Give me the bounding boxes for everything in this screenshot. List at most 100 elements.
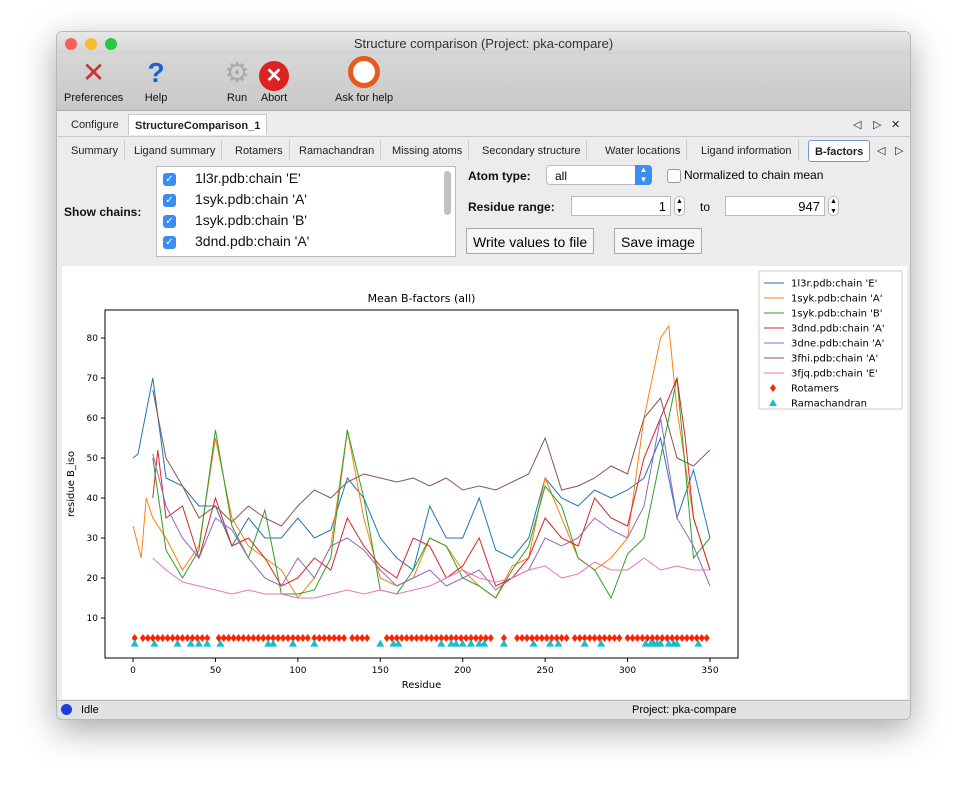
help-button[interactable]: ? Help — [139, 56, 173, 104]
y-tick-label: 60 — [87, 414, 99, 424]
rotamer-marker — [326, 634, 333, 642]
x-tick-label: 300 — [619, 666, 636, 676]
rotamer-marker — [131, 634, 138, 642]
x-tick-label: 100 — [289, 666, 306, 676]
chain-item[interactable]: ✓ 1syk.pdb:chain 'B' — [163, 210, 307, 230]
rotamer-marker — [467, 634, 474, 642]
help-label: Help — [144, 92, 168, 104]
chain-list[interactable]: ✓ 1l3r.pdb:chain 'E' ✓ 1syk.pdb:chain 'A' … — [156, 166, 456, 257]
rotamer-marker — [418, 634, 425, 642]
tab-summary[interactable]: Summary — [65, 140, 126, 160]
abort-label: Abort — [260, 92, 288, 104]
checkbox-checked-icon[interactable]: ✓ — [163, 193, 176, 207]
range-from-stepper[interactable]: ▲ ▼ — [674, 196, 685, 216]
run-button[interactable]: ⚙ Run — [220, 56, 254, 104]
legend-label: 3dnd.pdb:chain 'A' — [791, 324, 885, 335]
rotamer-marker — [383, 634, 390, 642]
rotamer-marker — [616, 634, 623, 642]
rotamer-marker — [472, 634, 479, 642]
tab-ligand-information[interactable]: Ligand information — [695, 140, 799, 160]
rotamer-marker — [294, 634, 301, 642]
rotamer-marker — [403, 634, 410, 642]
tab-ligand-summary[interactable]: Ligand summary — [128, 140, 223, 160]
ramachandran-marker — [597, 639, 606, 647]
series-line — [152, 377, 711, 600]
checkbox-checked-icon[interactable]: ✓ — [163, 214, 176, 228]
chain-list-scrollbar[interactable] — [444, 171, 451, 215]
normalized-checkbox[interactable] — [667, 169, 681, 183]
tab-water-locations[interactable]: Water locations — [599, 140, 688, 160]
rotamer-marker — [204, 634, 211, 642]
legend-marker — [770, 384, 776, 392]
chain-item[interactable]: ✓ 1l3r.pdb:chain 'E' — [163, 168, 301, 188]
checkbox-checked-icon[interactable]: ✓ — [163, 235, 176, 249]
ramachandran-marker — [437, 639, 446, 647]
rotamer-marker — [500, 634, 507, 642]
ramachandran-marker — [694, 639, 703, 647]
ramachandran-marker — [288, 639, 297, 647]
normalized-label: Normalized to chain mean — [684, 168, 824, 182]
ramachandran-marker — [480, 639, 489, 647]
ask-for-help-label: Ask for help — [335, 92, 394, 104]
chain-item[interactable]: ✓ 1syk.pdb:chain 'A' — [163, 189, 307, 209]
abort-button[interactable]: ✕ Abort — [257, 56, 291, 104]
rotamer-marker — [235, 634, 242, 642]
write-values-button[interactable]: Write values to file — [466, 228, 595, 254]
tab-rotamers[interactable]: Rotamers — [229, 140, 290, 160]
rotamer-marker — [443, 634, 450, 642]
tab-b-factors[interactable]: B-factors — [808, 140, 871, 162]
ramachandran-marker — [466, 639, 475, 647]
rotamer-marker — [438, 634, 445, 642]
rotamer-marker — [408, 634, 415, 642]
rotamer-marker — [139, 634, 146, 642]
rotamer-marker — [179, 634, 186, 642]
close-window-button[interactable] — [65, 38, 77, 50]
atom-type-value: all — [555, 169, 568, 183]
x-tick-label: 350 — [701, 666, 718, 676]
top-tab-bar: Configure StructureComparison_1 ◁ ▷ ✕ — [57, 114, 910, 137]
range-to-stepper[interactable]: ▲ ▼ — [828, 196, 839, 216]
chain-label: 3dnd.pdb:chain 'A' — [195, 233, 310, 249]
save-image-button[interactable]: Save image — [614, 228, 702, 254]
x-tick-label: 0 — [130, 666, 136, 676]
x-tick-label: 200 — [454, 666, 471, 676]
tab-scroll-left-icon[interactable]: ◁ — [853, 119, 862, 131]
tab-scroll-right-icon[interactable]: ▷ — [873, 119, 882, 131]
rotamer-marker — [563, 634, 570, 642]
ask-for-help-button[interactable]: Ask for help — [335, 56, 393, 104]
rotamer-marker — [524, 634, 530, 642]
tab-secondary-structure[interactable]: Secondary structure — [476, 140, 588, 160]
subtab-scroll-left-icon[interactable]: ◁ — [877, 145, 886, 157]
tools-icon: ✕ — [81, 57, 106, 88]
atom-type-select[interactable]: all ▲ ▼ — [546, 165, 652, 185]
x-tick-label: 50 — [210, 666, 222, 676]
lifebuoy-icon — [347, 56, 381, 90]
legend-label: 3fhi.pdb:chain 'A' — [791, 354, 878, 365]
residue-range-label: Residue range: — [468, 200, 555, 214]
stop-icon: ✕ — [257, 56, 291, 91]
preferences-button[interactable]: ✕ Preferences — [64, 56, 123, 104]
ramachandran-marker — [186, 639, 195, 647]
ramachandran-marker — [554, 639, 563, 647]
tab-ramachandran[interactable]: Ramachandran — [293, 140, 382, 160]
tab-structurecomparison[interactable]: StructureComparison_1 — [128, 114, 268, 135]
zoom-window-button[interactable] — [105, 38, 117, 50]
range-from-input[interactable]: 1 — [571, 196, 671, 216]
minimize-window-button[interactable] — [85, 38, 97, 50]
checkbox-checked-icon[interactable]: ✓ — [163, 172, 176, 186]
ramachandran-marker — [452, 639, 461, 647]
y-tick-label: 20 — [87, 574, 99, 584]
ramachandran-marker — [580, 639, 589, 647]
close-tab-icon[interactable]: ✕ — [891, 119, 901, 131]
rotamer-marker — [255, 634, 262, 642]
rotamer-marker — [184, 634, 191, 642]
rotamer-marker — [359, 634, 366, 642]
tab-missing-atoms[interactable]: Missing atoms — [386, 140, 470, 160]
subtab-scroll-right-icon[interactable]: ▷ — [895, 145, 904, 157]
rotamer-marker — [629, 634, 636, 642]
series-line — [132, 377, 711, 571]
ramachandran-marker — [194, 639, 203, 647]
tab-configure[interactable]: Configure — [71, 119, 119, 131]
range-to-input[interactable]: 947 — [725, 196, 825, 216]
chain-item[interactable]: ✓ 3dnd.pdb:chain 'A' — [163, 231, 309, 251]
